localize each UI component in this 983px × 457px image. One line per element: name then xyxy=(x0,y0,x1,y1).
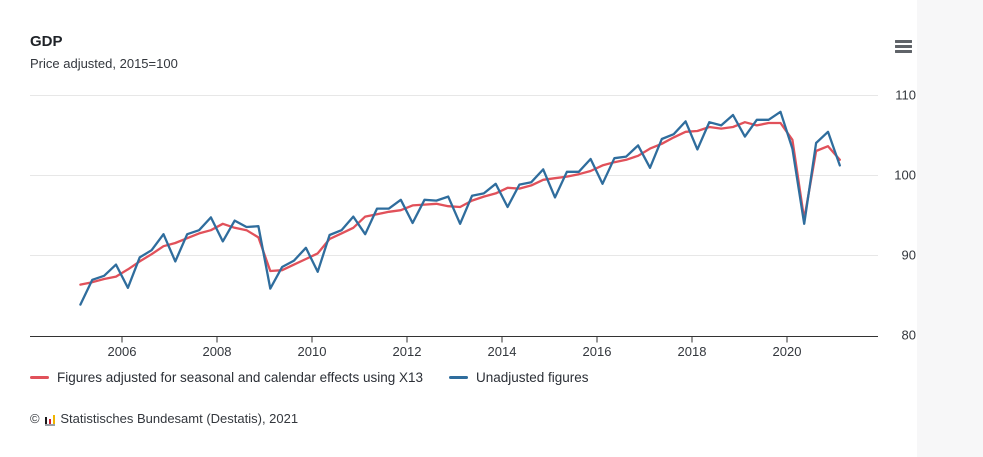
copyright-text: Statistisches Bundesamt (Destatis), 2021 xyxy=(60,411,299,426)
x-axis-tick-label: 2008 xyxy=(203,344,232,359)
x-axis-tick-label: 2016 xyxy=(583,344,612,359)
x-axis-tick-label: 2010 xyxy=(298,344,327,359)
page-background-strip xyxy=(917,0,983,457)
x-axis-tick-label: 2020 xyxy=(773,344,802,359)
y-axis-tick-label: 90 xyxy=(902,248,916,263)
x-axis-tick-label: 2012 xyxy=(393,344,422,359)
adjusted-series-marker xyxy=(30,375,49,380)
x-axis-labels: 2006 2008 2010 2012 2014 2016 2018 2020 xyxy=(108,344,802,359)
chart-subtitle: Price adjusted, 2015=100 xyxy=(30,56,178,71)
x-axis-tick-label: 2014 xyxy=(488,344,517,359)
y-axis-tick-label: 110 xyxy=(895,88,916,103)
copyright-symbol: © xyxy=(30,411,40,426)
x-axis-tick-label: 2006 xyxy=(108,344,137,359)
unadjusted-series-line[interactable] xyxy=(79,110,841,306)
legend-label-unadjusted: Unadjusted figures xyxy=(475,370,589,385)
unadjusted-series-marker xyxy=(448,375,468,380)
chart-context-menu-button[interactable] xyxy=(895,37,917,56)
legend: Figures adjusted for seasonal and calend… xyxy=(30,370,589,385)
y-axis-tick-label: 80 xyxy=(902,328,916,343)
gridlines xyxy=(30,95,878,256)
hamburger-menu-icon xyxy=(895,39,912,43)
y-axis-tick-label: 100 xyxy=(894,168,916,183)
adjusted-series-line[interactable] xyxy=(79,121,841,286)
copyright-line: © Statistisches Bundesamt (Destatis), 20… xyxy=(30,411,298,426)
legend-item-adjusted[interactable]: Figures adjusted for seasonal and calend… xyxy=(30,370,423,385)
legend-label-adjusted: Figures adjusted for seasonal and calend… xyxy=(57,370,423,385)
x-axis-tick-label: 2018 xyxy=(678,344,707,359)
destatis-bar-chart-logo-icon xyxy=(44,412,56,426)
y-axis-labels: 80 90 100 110 xyxy=(894,88,916,343)
legend-item-unadjusted[interactable]: Unadjusted figures xyxy=(448,370,589,385)
x-axis xyxy=(30,336,878,343)
chart-title: GDP xyxy=(30,33,63,50)
